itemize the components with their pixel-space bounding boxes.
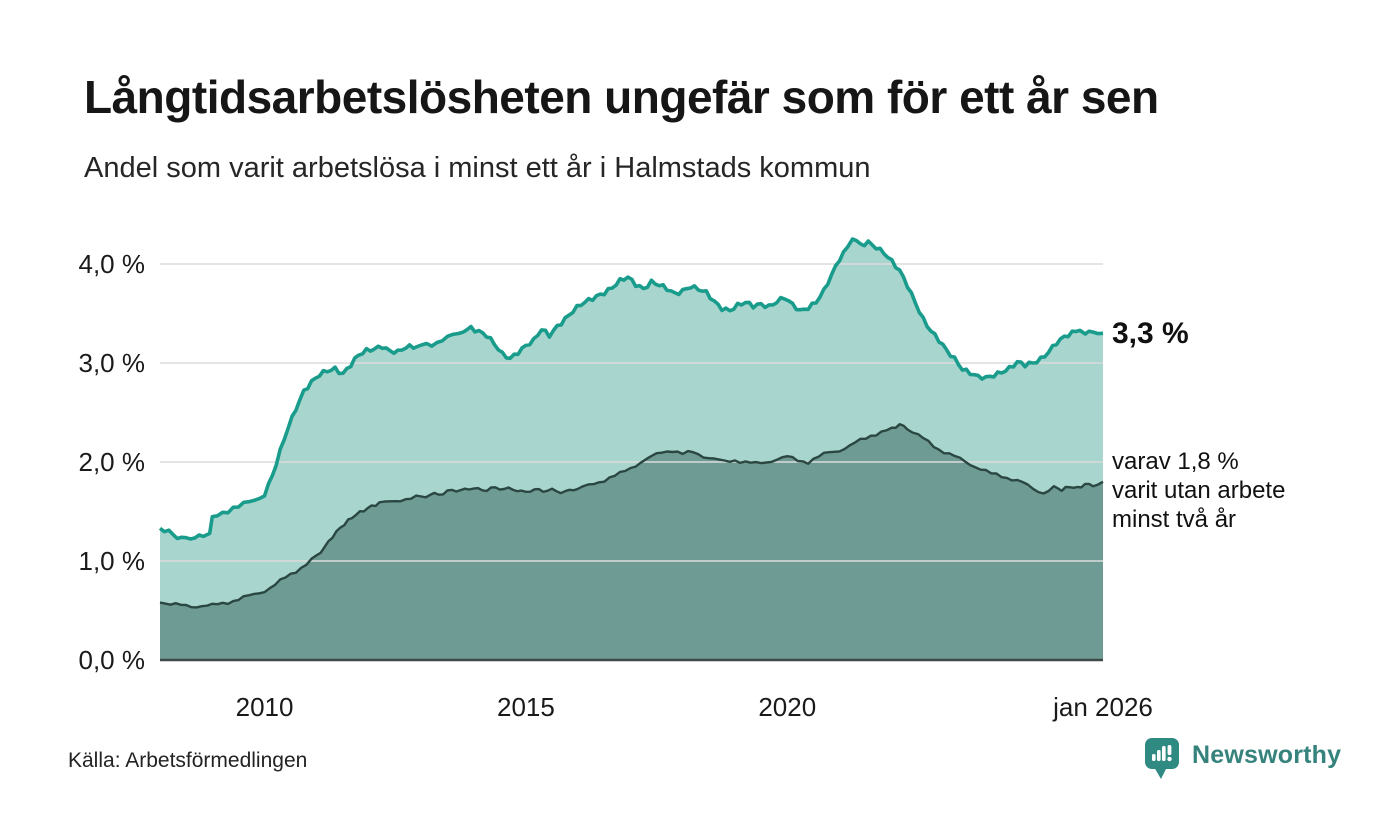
source-note: Källa: Arbetsförmedlingen	[68, 749, 308, 772]
y-axis-label: 2,0 %	[78, 447, 146, 477]
x-axis-label: 2010	[235, 692, 294, 722]
y-axis-label: 1,0 %	[78, 546, 146, 576]
line-minst-tva-ar	[159, 423, 1104, 609]
secondary-annotation-line: varit utan arbete	[1112, 477, 1286, 504]
y-axis-label: 3,0 %	[78, 348, 146, 378]
x-axis-label: 2015	[496, 692, 555, 722]
latest-value-label: 3,3 %	[1112, 317, 1189, 350]
x-axis-label: 2020	[758, 692, 817, 722]
page-title: Långtidsarbetslösheten ungefär som för e…	[84, 71, 1159, 123]
newsworthy-logo: Newsworthy	[1144, 737, 1341, 783]
newsworthy-logo-text: Newsworthy	[1192, 741, 1342, 769]
y-axis-label: 4,0 %	[78, 249, 146, 279]
secondary-annotation: varav 1,8 % varit utan arbete minst två …	[1112, 447, 1285, 534]
area-fill-minst-tva-ar	[160, 424, 1103, 660]
newsworthy-logo-icon	[1145, 738, 1179, 779]
page-subtitle: Andel som varit arbetslösa i minst ett å…	[84, 152, 871, 184]
y-axis-label: 0,0 %	[78, 645, 146, 675]
x-axis-label: jan 2026	[1053, 692, 1153, 722]
secondary-annotation-line: minst två år	[1112, 506, 1237, 533]
line-minst-ett-ar	[158, 237, 1104, 541]
secondary-annotation-line: varav 1,8 %	[1112, 448, 1239, 475]
